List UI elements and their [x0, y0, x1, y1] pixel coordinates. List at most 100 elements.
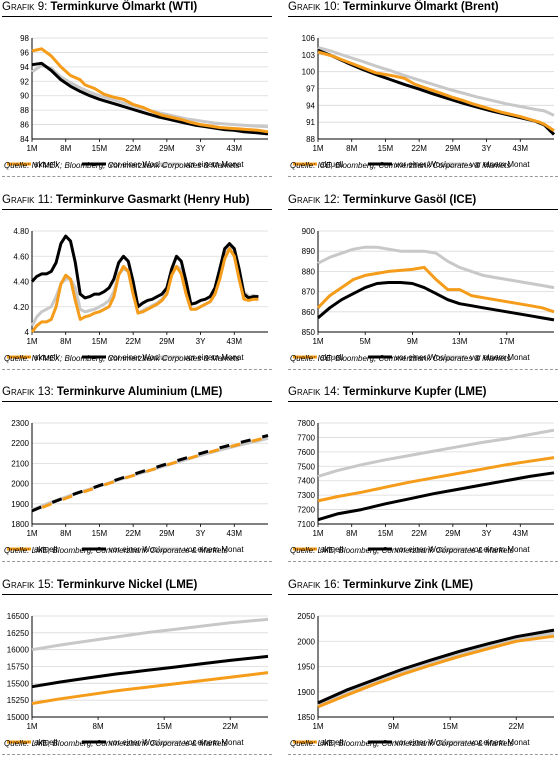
- legend-label: aktuell: [320, 738, 343, 747]
- chart-name: Terminkurve Ölmarkt (WTI): [50, 1, 198, 13]
- x-tick-label: 29M: [159, 144, 175, 153]
- y-tick-label: 15250: [7, 696, 30, 705]
- y-tick-label: 92: [20, 77, 29, 86]
- separator: [288, 561, 558, 562]
- y-tick-label: 850: [302, 328, 316, 337]
- chart-panel-c11: Grafik 11: Terminkurve Gasmarkt (Henry H…: [2, 193, 272, 383]
- x-tick-label: 3Y: [196, 529, 206, 538]
- legend-label: aktuell: [34, 160, 57, 169]
- y-tick-label: 7100: [297, 520, 315, 529]
- series-line-monat: [317, 46, 555, 117]
- x-tick-label: 1M: [26, 144, 37, 153]
- y-tick-label: 7200: [297, 506, 315, 515]
- series-line-monat: [31, 617, 269, 652]
- legend-label: vor einer Woche: [395, 738, 454, 747]
- grafik-number: Grafik 12:: [288, 194, 340, 206]
- x-tick-label: 8M: [60, 529, 71, 538]
- legend-label: aktuell: [34, 353, 57, 362]
- legend-label: vor einem Monat: [184, 738, 244, 747]
- x-tick-label: 29M: [445, 529, 461, 538]
- legend-label: vor einem Monat: [184, 160, 244, 169]
- line-chart: 15000 15250 15500 15750 16000 16250 16500 1M 8M 1…: [7, 612, 269, 747]
- y-tick-label: 1800: [11, 520, 29, 529]
- x-tick-label: 15M: [156, 722, 172, 731]
- chart-name: Terminkurve Nickel (LME): [56, 579, 198, 591]
- y-tick-label: 7300: [297, 491, 315, 500]
- series-line-woche: [30, 234, 259, 309]
- chart-panel-c10: Grafik 10: Terminkurve Ölmarkt (Brent) 88…: [288, 0, 558, 190]
- separator: [2, 754, 272, 755]
- x-tick-label: 8M: [346, 144, 357, 153]
- separator: [288, 369, 558, 370]
- x-tick-label: 1M: [312, 722, 323, 731]
- y-tick-label: 15750: [7, 663, 30, 672]
- y-tick-label: 4.60: [13, 252, 29, 261]
- grafik-number: Grafik 14:: [288, 386, 340, 398]
- series-line-aktuell: [317, 456, 555, 503]
- legend-label: vor einem Monat: [470, 160, 530, 169]
- chart-panel-c12: Grafik 12: Terminkurve Gasöl (ICE) 850 860…: [288, 193, 558, 383]
- series-line-woche: [317, 628, 555, 705]
- x-tick-label: 17M: [499, 337, 515, 346]
- y-tick-label: 870: [302, 288, 316, 297]
- y-tick-label: 4: [25, 328, 30, 337]
- x-tick-label: 1M: [26, 529, 37, 538]
- x-tick-label: 15M: [378, 144, 394, 153]
- legend-label: vor einer Woche: [395, 353, 454, 362]
- x-tick-label: 1M: [312, 337, 323, 346]
- chart-title: Grafik 13: Terminkurve Aluminium (LME): [2, 385, 272, 402]
- x-tick-label: 15M: [92, 337, 108, 346]
- y-tick-label: 4.80: [13, 227, 29, 236]
- y-tick-label: 860: [302, 308, 316, 317]
- legend-label: aktuell: [34, 738, 57, 747]
- y-tick-label: 7700: [297, 433, 315, 442]
- legend-label: vor einer Woche: [395, 545, 454, 554]
- y-tick-label: 900: [302, 227, 316, 236]
- y-tick-label: 15500: [7, 679, 30, 688]
- x-tick-label: 5M: [360, 337, 371, 346]
- legend-label: vor einer Woche: [109, 353, 168, 362]
- grafik-number: Grafik 11:: [2, 194, 53, 206]
- legend-label: vor einem Monat: [470, 353, 530, 362]
- series-line-aktuell: [31, 671, 269, 705]
- legend-label: vor einem Monat: [184, 353, 244, 362]
- legend-label: aktuell: [320, 545, 343, 554]
- line-chart: 1850 1900 1950 2000 2050 1M 9M 15M 22M aktuell vor…: [293, 612, 555, 747]
- y-tick-label: 94: [20, 63, 29, 72]
- legend-label: aktuell: [320, 353, 343, 362]
- chart-panel-c14: Grafik 14: Terminkurve Kupfer (LME) 7100 7…: [288, 385, 558, 575]
- source-note: Quelle: ICE; Bloomberg, Commerzbank Corp…: [290, 354, 511, 363]
- y-tick-label: 84: [20, 135, 29, 144]
- series-line-aktuell: [316, 265, 555, 314]
- chart-title: Grafik 14: Terminkurve Kupfer (LME): [288, 385, 558, 402]
- x-tick-label: 1M: [26, 722, 37, 731]
- y-tick-label: 2200: [11, 439, 29, 448]
- x-tick-label: 8M: [60, 144, 71, 153]
- y-tick-label: 1900: [297, 688, 315, 697]
- chart-title: Grafik 15: Terminkurve Nickel (LME): [2, 578, 272, 595]
- line-chart: 7100 7200 7300 7400 7500 7600 7700 7800 1M 8M 15M 2…: [293, 419, 555, 554]
- y-tick-label: 2000: [11, 480, 29, 489]
- chart-name: Terminkurve Ölmarkt (Brent): [342, 1, 499, 13]
- series-line-woche: [317, 281, 555, 322]
- grafik-number: Grafik 9:: [2, 1, 48, 13]
- y-tick-label: 4.20: [13, 303, 29, 312]
- x-tick-label: 22M: [125, 529, 141, 538]
- x-tick-label: 8M: [93, 722, 104, 731]
- source-note: Quelle: ICE, Bloomberg, Commerzbank Corp…: [290, 161, 511, 170]
- y-tick-label: 7800: [297, 419, 315, 428]
- x-tick-label: 22M: [411, 529, 427, 538]
- y-tick-label: 97: [306, 85, 315, 94]
- source-note: Quelle: LME; Bloomberg, Commerzbank Corp…: [290, 739, 514, 748]
- line-chart: 84 86 88 90 92 94 96 98 1M 8M 15M 22M 29M 3Y 43M aktuel…: [7, 34, 269, 169]
- x-tick-label: 3Y: [482, 144, 492, 153]
- y-tick-label: 16250: [7, 629, 30, 638]
- y-tick-label: 2000: [297, 637, 315, 646]
- chart-title: Grafik 10: Terminkurve Ölmarkt (Brent): [288, 0, 558, 17]
- x-tick-label: 22M: [222, 722, 238, 731]
- x-tick-label: 8M: [346, 529, 357, 538]
- legend-label: vor einer Woche: [109, 545, 168, 554]
- y-tick-label: 890: [302, 247, 316, 256]
- separator: [2, 176, 272, 177]
- y-tick-label: 88: [20, 106, 29, 115]
